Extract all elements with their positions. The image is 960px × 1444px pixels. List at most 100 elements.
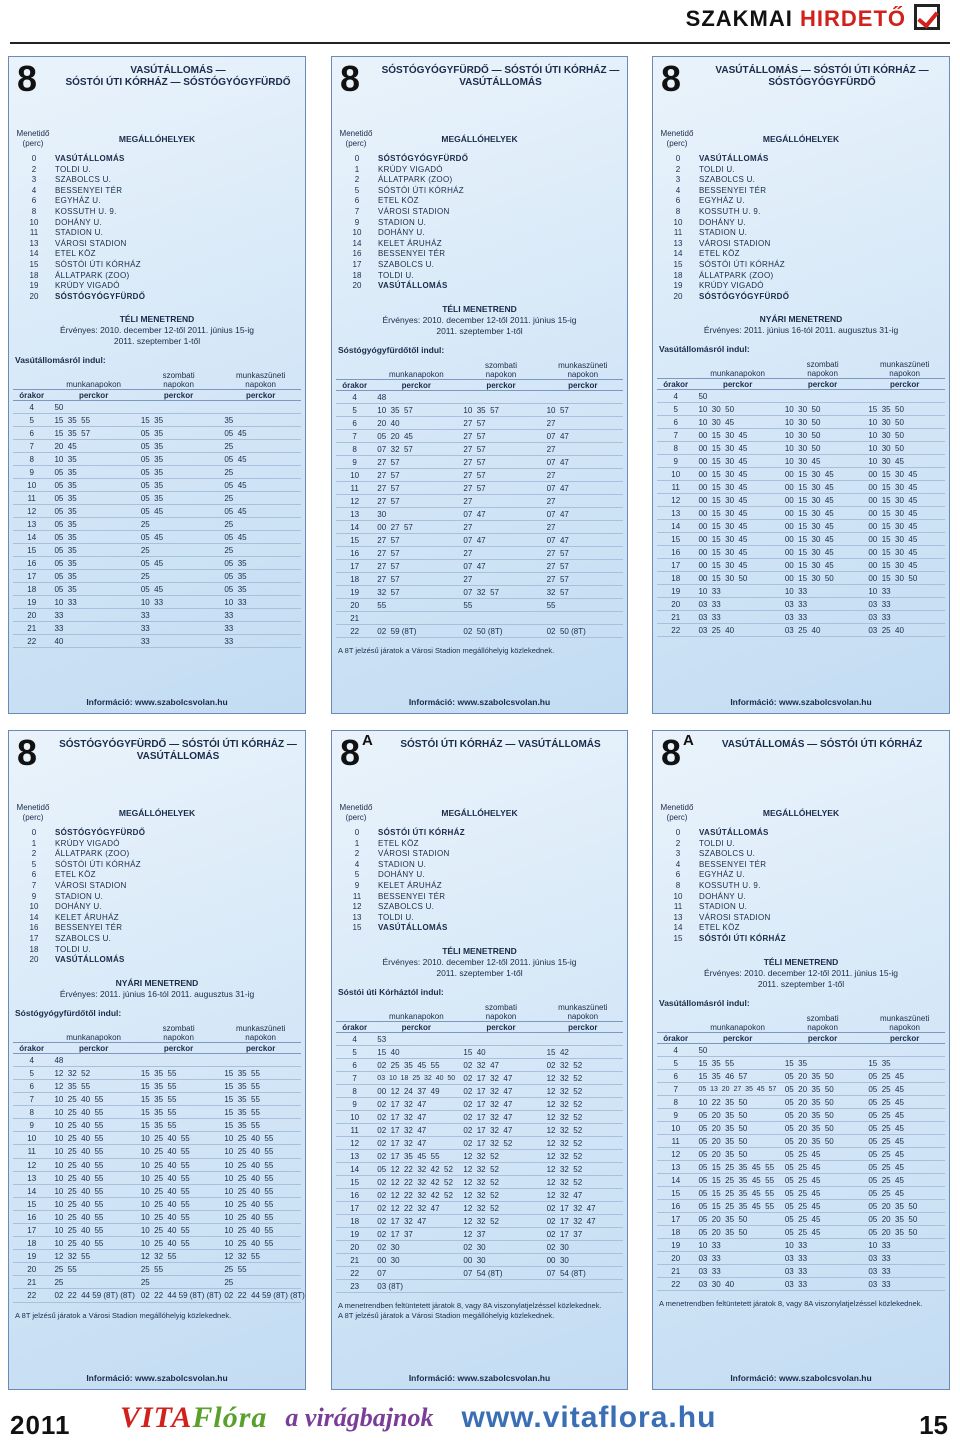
- minutes-cell: 27 57: [546, 561, 569, 571]
- table-row: 22 02 22 44 59 (8T) (8T) 02 22 44 59 (8T) …: [13, 1289, 305, 1303]
- page-footer: 2011 VITAFlóra a virágbajnok www.vitaflo…: [0, 1396, 960, 1444]
- stop-name: VASÚTÁLLOMÁS: [378, 281, 448, 291]
- table-row: 18 00 15 30 50 00 15 30 50 00 15 30 50: [657, 572, 945, 586]
- info-link[interactable]: Információ: www.szabolcsvolan.hu: [408, 697, 551, 707]
- stop-name: VASÚTÁLLOMÁS: [378, 923, 448, 933]
- table-row: 22 02 59 (8T) 02 50 (8T) 02 50 (8T): [336, 625, 623, 638]
- stop-name: KRÚDY VIGADÓ: [699, 281, 764, 291]
- table-row: 6 20 40 27 57 27: [336, 417, 623, 430]
- minutes-cell: 33: [140, 637, 150, 647]
- hour-cell: 8: [673, 444, 678, 454]
- table-row: 22 07 07 54 (8T) 07 54 (8T): [336, 1267, 623, 1280]
- minutes-cell: 07: [377, 1269, 387, 1278]
- stop-name: STADION U.: [378, 217, 427, 227]
- day-type-header: munkaszüneti napokon: [879, 1013, 930, 1032]
- minutes-cell: 03 33: [698, 1253, 721, 1263]
- minutes-cell: 27: [463, 522, 473, 532]
- stop-list: 0 VASÚTÁLLOMÁS 2 TOLDI U. 3 SZABOLCS U. 4 BESSE…: [657, 828, 945, 945]
- minutes-cell: 10 30 45: [784, 457, 821, 467]
- minutes-cell: 55: [377, 600, 387, 610]
- line-number-value: 8: [661, 732, 682, 773]
- departure-origin: Vasútállomásról indul:: [15, 355, 106, 366]
- validity-period: Érvényes: 2011. június 16-tól 2011. augu…: [59, 988, 255, 999]
- hour-cell: 13: [350, 1152, 360, 1161]
- stop-minute: 1: [354, 838, 360, 848]
- info-link[interactable]: Információ: www.szabolcsvolan.hu: [730, 697, 872, 707]
- column-header: perckor: [807, 380, 838, 390]
- advert-url[interactable]: www.vitaflora.hu: [461, 1401, 717, 1434]
- minutes-cell: 05 35: [54, 572, 77, 582]
- stop-minute: 11: [29, 228, 39, 238]
- stop-name: VÁROSI STADION: [378, 849, 450, 859]
- table-row: 21 03 33 03 33 03 33: [657, 611, 945, 625]
- minutes-cell: 02 32 52: [546, 1061, 583, 1070]
- table-row: 16 00 15 30 45 00 15 30 45 00 15 30 45: [657, 546, 945, 560]
- day-type-header: munkanapokon: [388, 1012, 444, 1021]
- table-row: 4 48: [336, 391, 623, 404]
- stop-minute: 8: [675, 206, 681, 216]
- minutes-cell: [864, 1044, 945, 1056]
- hour-cell: 14: [27, 1186, 37, 1196]
- hour-cell: 18: [671, 1227, 681, 1237]
- stop-name: SÓSTÓGYÓGYFÜRDŐ: [378, 154, 469, 163]
- table-row: 14 00 15 30 45 00 15 30 45 00 15 30 45: [657, 520, 945, 534]
- minutes-cell: 05 35: [54, 507, 77, 517]
- table-day-headers: munkanapokon szombati napokon munkaszüneti…: [13, 1022, 301, 1042]
- minutes-cell: [543, 1033, 623, 1045]
- minutes-cell: 10 30 50: [698, 405, 735, 415]
- minutes-cell: 02 17 37: [546, 1230, 583, 1239]
- stop-minute: 3: [675, 175, 681, 185]
- minutes-cell: 00 15 30 45: [698, 509, 748, 519]
- minutes-cell: 02 30: [377, 1243, 400, 1252]
- hour-cell: 5: [29, 416, 34, 426]
- minutes-label: Menetidő (perc): [339, 803, 373, 822]
- hour-cell: 22: [350, 1269, 360, 1278]
- hour-cell: 6: [673, 418, 678, 428]
- stop-row: 2 VÁROSI STADION: [336, 849, 623, 860]
- table-day-headers: munkanapokon szombati napokon munkaszüneti…: [336, 359, 623, 379]
- season-title: TÉLI MENETREND: [119, 314, 195, 325]
- table-row: 7 00 15 30 45 10 30 50 10 30 50: [657, 429, 945, 443]
- info-link[interactable]: Információ: www.szabolcsvolan.hu: [408, 1373, 551, 1383]
- minutes-cell: 10 25 40 55: [224, 1199, 274, 1209]
- minutes-cell: 02 22 44 59 (8T) (8T): [224, 1291, 305, 1301]
- minutes-cell: 10 25 40 55: [54, 1121, 104, 1131]
- minutes-cell: 05 20 35 50: [698, 1136, 748, 1146]
- stop-name: ETEL KÖZ: [378, 196, 419, 206]
- info-link[interactable]: Információ: www.szabolcsvolan.hu: [86, 1373, 228, 1383]
- table-row: 14 05 12 22 32 42 52 12 32 52 12 32 52: [336, 1163, 623, 1176]
- minutes-cell: 12 32 52: [546, 1087, 583, 1096]
- table-row: 9 05 20 35 50 05 20 35 50 05 25 45: [657, 1109, 945, 1122]
- minutes-cell: 00 15 30 45: [868, 522, 918, 532]
- header-rule: [10, 42, 950, 44]
- stop-minute: 10: [673, 891, 683, 901]
- minutes-cell: 02 25 35 45 55: [377, 1061, 440, 1070]
- info-link[interactable]: Információ: www.szabolcsvolan.hu: [86, 697, 228, 707]
- stop-minute: 18: [352, 270, 362, 280]
- hour-cell: 4: [352, 392, 357, 402]
- stop-row: 6 ETEL KÖZ: [336, 196, 623, 207]
- info-link[interactable]: Információ: www.szabolcsvolan.hu: [730, 1373, 872, 1383]
- section-title: SZAKMAI HIRDETŐ: [686, 6, 906, 32]
- stop-minute: 20: [673, 291, 683, 301]
- stop-name: SZABOLCS U.: [699, 175, 756, 185]
- minutes-cell: 07 47: [463, 509, 486, 519]
- stop-minute: 2: [675, 164, 681, 174]
- stop-row: 5 SÓSTÓI ÚTI KÓRHÁZ: [336, 186, 623, 197]
- stop-row: 2 TOLDI U.: [657, 165, 945, 176]
- minutes-cell: 30: [377, 509, 387, 519]
- minutes-cell: [459, 391, 542, 403]
- column-header: perckor: [889, 1033, 920, 1043]
- minutes-cell: 15 35: [140, 416, 164, 426]
- minutes-cell: 12 32 52: [546, 1074, 583, 1083]
- stop-row: 10 DOHÁNY U.: [13, 902, 301, 913]
- stop-minute: 1: [31, 838, 37, 848]
- minutes-cell: 02 17 32 52: [463, 1139, 513, 1148]
- stop-minute: 1: [354, 164, 360, 174]
- column-header: perckor: [722, 1033, 753, 1043]
- hour-cell: 5: [352, 405, 357, 415]
- table-row: 14 00 27 57 27 27: [336, 521, 623, 534]
- minutes-cell: 00 15 30 45: [784, 509, 834, 519]
- minutes-cell: 00 15 30 45: [698, 522, 748, 532]
- hour-cell: 22: [671, 1279, 681, 1289]
